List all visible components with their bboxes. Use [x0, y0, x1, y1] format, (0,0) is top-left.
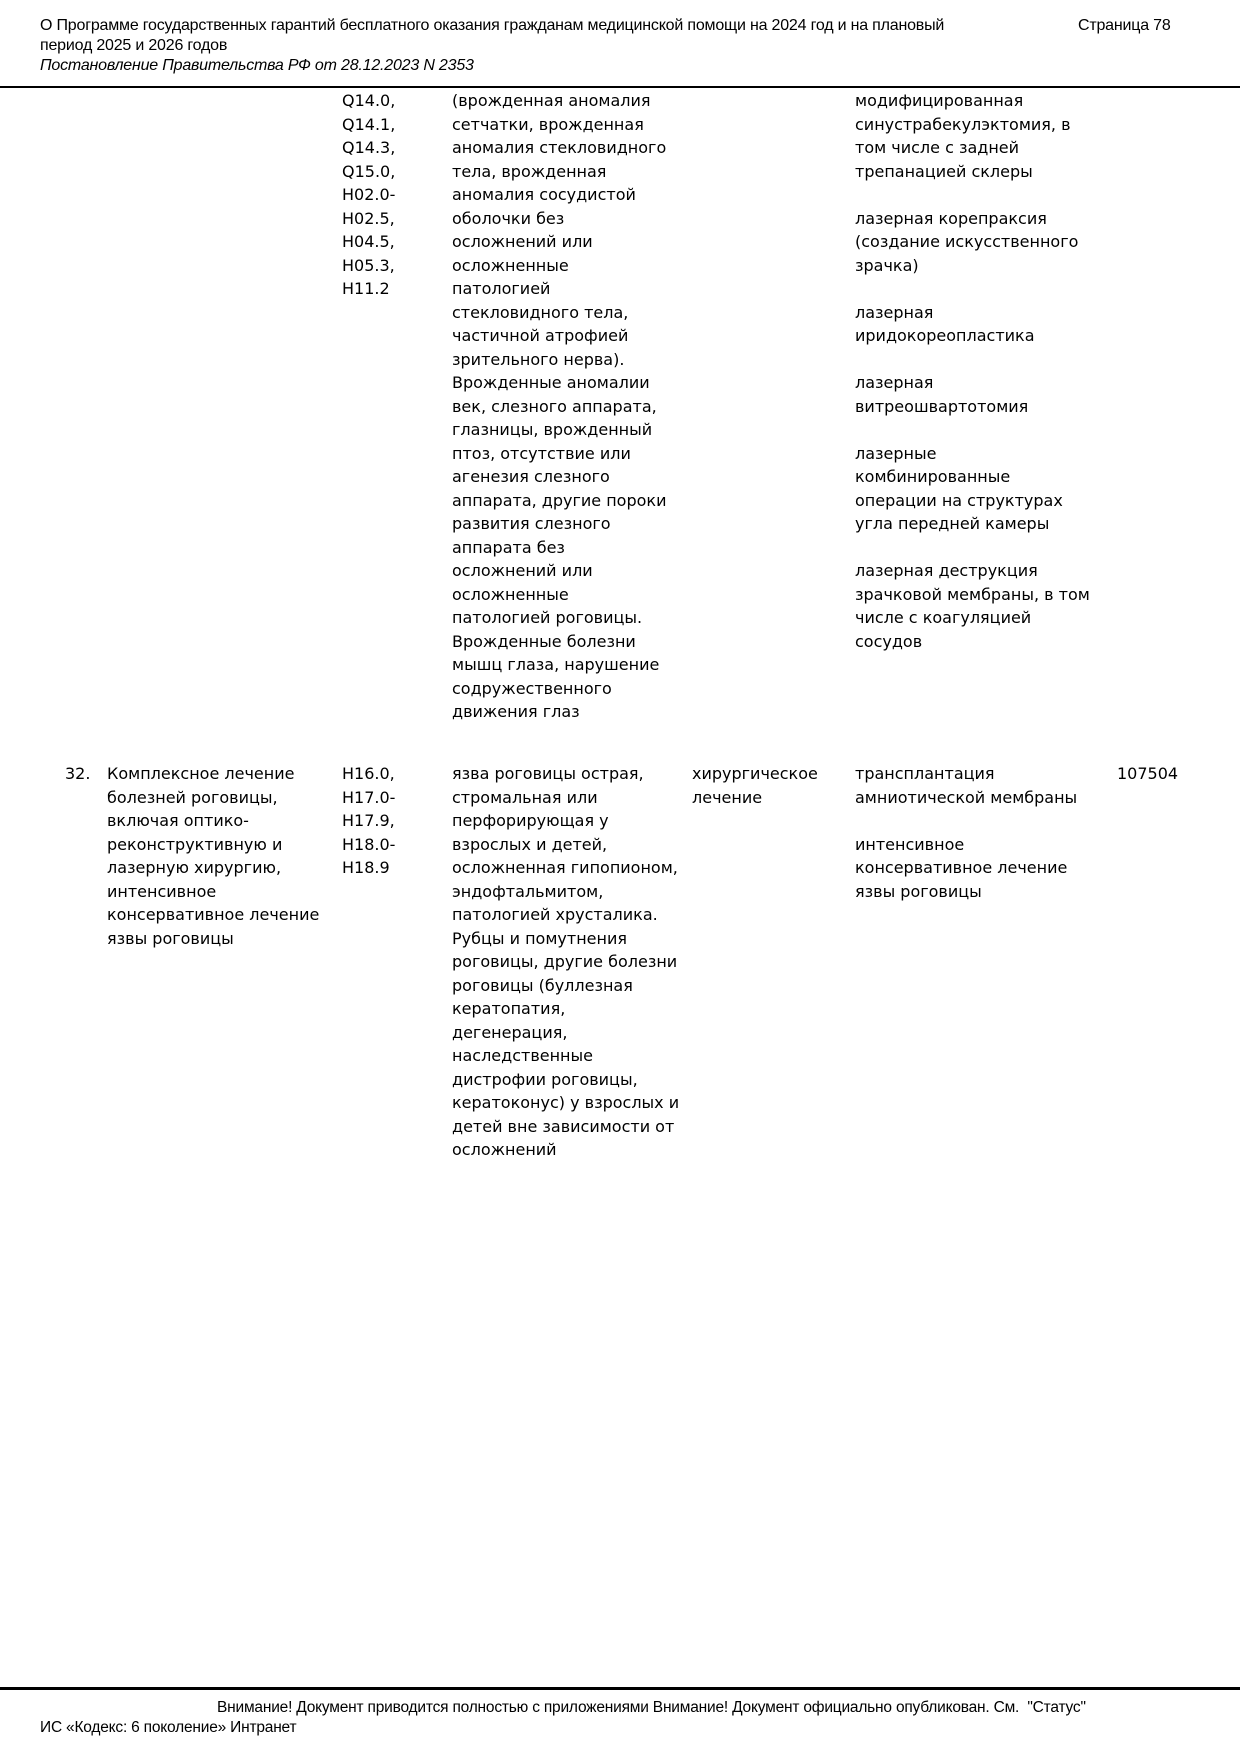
row32-treatment-methods: трансплантация амниотической мембраны ин… [855, 764, 1078, 901]
row32-treatment-group: Комплексное лечение болезней роговицы, в… [107, 764, 320, 948]
row32-icd-codes: H16.0, H17.0- H17.9, H18.0- H18.9 [342, 764, 396, 877]
header-divider [0, 86, 1240, 88]
row32-treatment-type: хирургическое лечение [692, 764, 818, 807]
footer-notice: Внимание! Документ приводится полностью … [217, 1699, 1086, 1716]
row32-number: 32. [65, 764, 91, 783]
footer-source: ИС «Кодекс: 6 поколение» Интранет [40, 1719, 297, 1736]
row32-diagnosis-text: язва роговицы острая, стромальная или пе… [452, 764, 680, 1159]
page-number-label: Страница 78 [1078, 17, 1171, 34]
continuation-diagnosis-text: (врожденная аномалия сетчатки, врожденна… [452, 91, 667, 721]
continuation-treatment-methods: модифицированная синустрабекулэктомия, в… [855, 91, 1090, 651]
footer-divider [0, 1687, 1240, 1690]
document-title: О Программе государственных гарантий бес… [40, 17, 945, 54]
row32-norm-value: 107504 [1117, 764, 1179, 783]
document-subtitle: Постановление Правительства РФ от 28.12.… [40, 57, 474, 74]
continuation-icd-codes: Q14.0, Q14.1, Q14.3, Q15.0, H02.0- H02.5… [342, 91, 396, 298]
